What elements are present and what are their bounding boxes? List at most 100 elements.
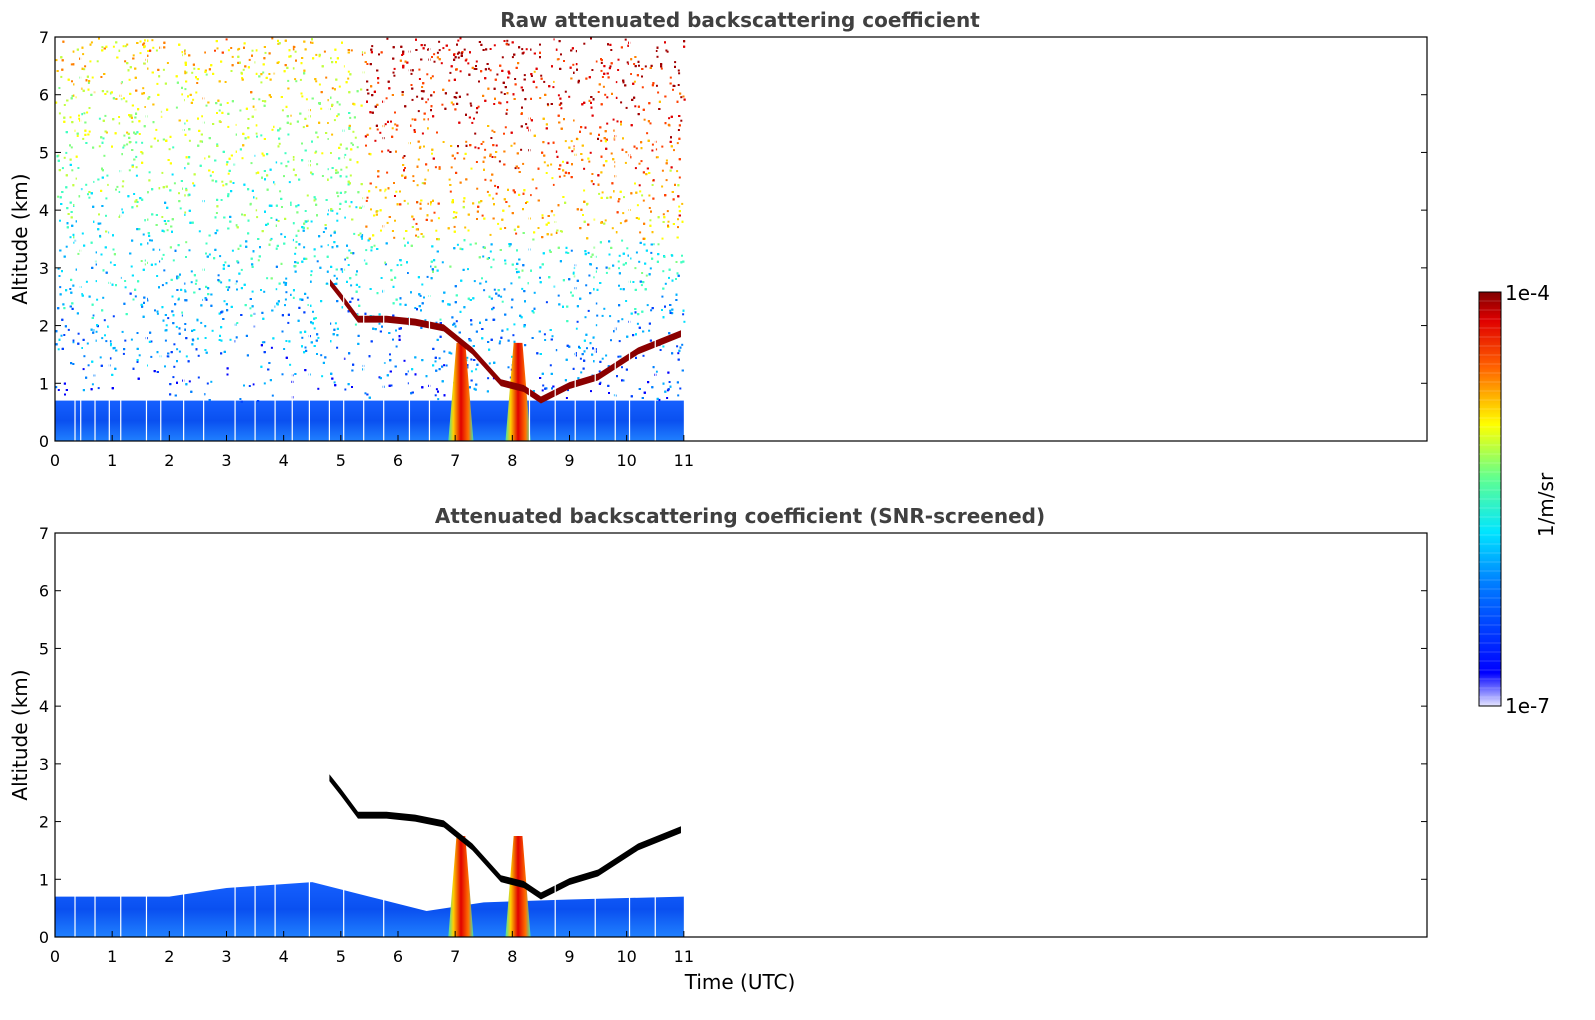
noise-pixel [316, 260, 319, 263]
noise-pixel [483, 289, 486, 292]
noise-pixel [668, 276, 670, 279]
noise-pixel [395, 128, 398, 131]
noise-pixel [676, 142, 679, 145]
noise-pixel [511, 355, 513, 358]
noise-pixel [209, 174, 212, 177]
noise-pixel [83, 112, 86, 115]
noise-pixel [682, 313, 685, 316]
noise-pixel [470, 167, 473, 170]
noise-pixel [560, 53, 562, 56]
noise-pixel [646, 132, 649, 135]
noise-pixel [197, 117, 199, 120]
noise-pixel [491, 129, 494, 132]
noise-pixel [128, 169, 131, 172]
noise-pixel [231, 249, 234, 252]
noise-pixel [345, 166, 348, 169]
noise-pixel [590, 255, 593, 258]
noise-pixel [373, 244, 376, 247]
noise-pixel [645, 274, 648, 277]
noise-pixel [154, 263, 157, 266]
noise-pixel [504, 227, 507, 229]
noise-pixel [660, 67, 663, 70]
noise-pixel [375, 186, 378, 189]
noise-pixel [599, 360, 602, 363]
noise-pixel [648, 194, 651, 197]
noise-pixel [251, 49, 254, 52]
noise-pixel [551, 335, 554, 338]
noise-pixel [677, 352, 680, 355]
noise-pixel [475, 60, 478, 63]
noise-pixel [95, 330, 98, 333]
noise-pixel [449, 190, 452, 193]
noise-pixel [121, 185, 124, 188]
noise-pixel [426, 275, 429, 278]
noise-pixel [83, 68, 86, 71]
noise-pixel [220, 281, 223, 284]
noise-pixel [63, 156, 66, 159]
noise-pixel [431, 152, 433, 155]
noise-pixel [655, 148, 658, 151]
noise-pixel [386, 221, 389, 224]
noise-pixel [374, 139, 377, 142]
noise-pixel [86, 111, 89, 114]
noise-pixel [489, 155, 492, 158]
noise-pixel [276, 244, 279, 247]
noise-pixel [657, 253, 660, 256]
noise-pixel [240, 268, 243, 271]
noise-pixel [288, 181, 291, 184]
noise-pixel [552, 183, 555, 186]
noise-pixel [299, 78, 302, 81]
panel1-heatmap [55, 37, 686, 441]
noise-pixel [535, 187, 538, 190]
noise-pixel [473, 117, 475, 120]
noise-pixel [205, 351, 208, 354]
noise-pixel [598, 370, 601, 373]
noise-pixel [261, 341, 264, 344]
noise-pixel [493, 44, 496, 47]
noise-pixel [503, 93, 506, 95]
noise-pixel [415, 234, 417, 237]
noise-pixel [510, 144, 513, 147]
noise-pixel [120, 208, 123, 211]
noise-pixel [333, 283, 336, 285]
noise-pixel [231, 55, 234, 58]
noise-pixel [492, 306, 495, 309]
noise-pixel [503, 132, 505, 135]
noise-pixel [347, 183, 350, 186]
noise-pixel [385, 97, 388, 100]
noise-pixel [412, 218, 415, 221]
noise-pixel [442, 141, 445, 143]
noise-pixel [316, 353, 318, 355]
noise-pixel [136, 201, 139, 203]
noise-pixel [150, 340, 153, 343]
noise-pixel [162, 68, 165, 71]
noise-pixel [118, 216, 121, 218]
noise-pixel [135, 155, 138, 158]
noise-pixel [144, 106, 147, 108]
noise-pixel [103, 319, 106, 322]
noise-pixel [270, 346, 273, 349]
noise-pixel [447, 227, 450, 230]
noise-pixel [493, 288, 496, 291]
noise-pixel [417, 235, 420, 238]
noise-pixel [677, 84, 680, 86]
noise-pixel [77, 332, 80, 335]
noise-pixel [347, 70, 350, 73]
noise-pixel [122, 180, 125, 183]
noise-pixel [475, 368, 478, 371]
noise-pixel [568, 95, 571, 98]
noise-pixel [262, 71, 265, 74]
noise-pixel [597, 91, 600, 93]
noise-pixel [592, 183, 595, 186]
noise-pixel [295, 80, 298, 83]
noise-pixel [292, 222, 295, 225]
noise-pixel [72, 50, 75, 53]
noise-pixel [470, 104, 473, 107]
noise-pixel [559, 230, 562, 233]
noise-pixel [194, 282, 197, 285]
noise-pixel [109, 344, 112, 347]
noise-pixel [285, 291, 288, 294]
noise-pixel [338, 85, 341, 88]
noise-pixel [437, 217, 440, 220]
noise-pixel [91, 383, 94, 386]
